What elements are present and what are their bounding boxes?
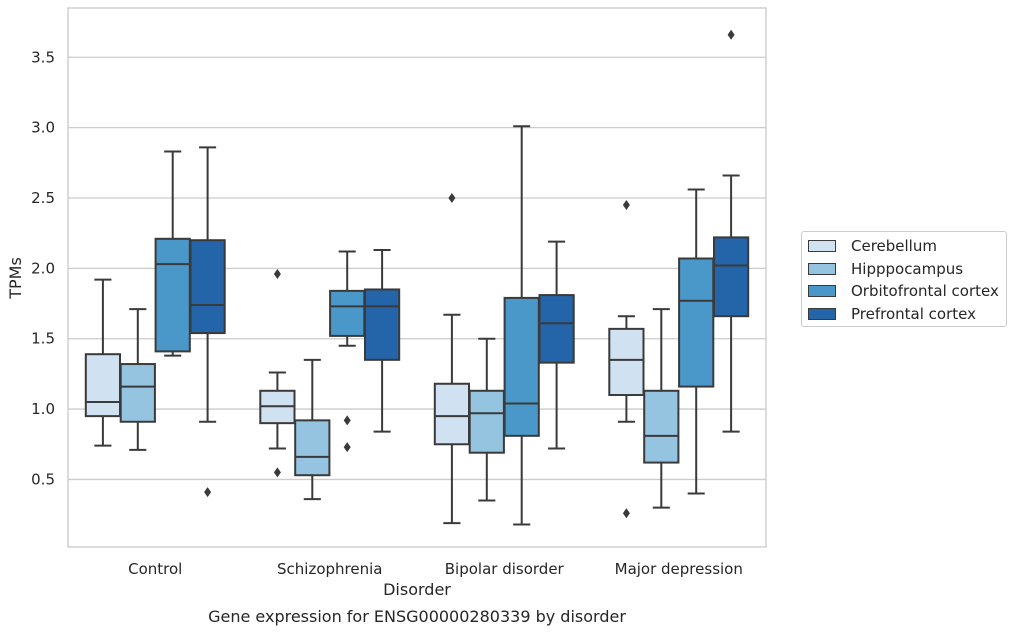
x-tick-label: Major depression [615, 560, 743, 578]
y-tick-label: 0.5 [31, 470, 55, 488]
x-axis-label: Disorder [383, 580, 451, 599]
outlier-point [204, 487, 212, 498]
box-cerebellum [259, 268, 296, 478]
outlier-point [622, 508, 630, 519]
legend-label: Prefrontal cortex [851, 304, 976, 323]
y-tick-label: 2.5 [31, 189, 55, 207]
box-orbitofrontal-cortex [329, 250, 366, 453]
x-tick-label: Bipolar disorder [445, 560, 565, 578]
box-iqr [84, 353, 122, 418]
box-orbitofrontal-cortex [503, 125, 540, 526]
x-tick-label: Control [128, 560, 182, 578]
box-iqr [712, 236, 750, 318]
x-tick-label: Schizophrenia [277, 560, 382, 578]
y-tick-label: 3.5 [31, 48, 55, 66]
box-hipppocampus [294, 358, 331, 501]
box-hipppocampus [119, 308, 156, 451]
y-tick-label: 3.0 [31, 119, 55, 137]
legend-swatch [808, 262, 836, 275]
outlier-point [622, 200, 630, 211]
y-tick-label: 1.0 [31, 400, 55, 418]
box-prefrontal-cortex [189, 146, 226, 498]
box-prefrontal-cortex [538, 240, 575, 450]
y-tick-label: 1.5 [31, 330, 55, 348]
legend-item-cerebellum[interactable]: Cerebellum [802, 235, 1006, 258]
box-iqr [363, 288, 401, 361]
box-hipppocampus [468, 337, 505, 502]
y-axis-ticks: 0.5 1.0 1.5 2.0 2.5 3.0 3.5 [31, 48, 55, 488]
outlier-point [273, 467, 281, 478]
y-tick-label: 2.0 [31, 259, 55, 277]
outlier-point [343, 415, 351, 426]
outlier-point [727, 29, 735, 40]
box-iqr [329, 289, 366, 337]
legend-item-hippocampus[interactable]: Hipppocampus [802, 258, 1006, 281]
chart-title: Gene expression for ENSG00000280339 by d… [208, 607, 626, 626]
box-iqr [119, 363, 156, 423]
box-prefrontal-cortex [363, 249, 401, 433]
box-iqr [294, 419, 331, 477]
legend-swatch [808, 307, 836, 320]
plot-frame [67, 7, 767, 548]
outlier-point [343, 442, 351, 453]
box-iqr [608, 327, 645, 397]
box-iqr [154, 237, 191, 353]
legend-label: Cerebellum [851, 237, 937, 256]
box-iqr [468, 389, 505, 454]
box-iqr [643, 389, 680, 464]
box-orbitofrontal-cortex [678, 188, 715, 495]
legend-label: Hipppocampus [851, 259, 964, 278]
legend: Cerebellum Hipppocampus Orbitofrontal co… [801, 231, 1007, 327]
box-hipppocampus [643, 308, 680, 509]
box-iqr [189, 239, 226, 335]
legend-item-orbitofrontal-cortex[interactable]: Orbitofrontal cortex [802, 280, 1006, 303]
box-cerebellum [84, 278, 122, 447]
box-iqr [433, 382, 471, 446]
box-plot-marks [84, 29, 750, 526]
box-cerebellum [608, 200, 645, 519]
box-prefrontal-cortex [712, 29, 750, 433]
outlier-point [448, 192, 456, 203]
y-axis-label: TPMs [6, 257, 25, 300]
outlier-point [273, 268, 281, 279]
x-axis-ticks: Control Schizophrenia Bipolar disorder Majo… [128, 560, 743, 578]
legend-item-prefrontal-cortex[interactable]: Prefrontal cortex [802, 303, 1006, 326]
box-iqr [538, 294, 575, 364]
legend-label: Orbitofrontal cortex [851, 282, 999, 301]
box-iqr [503, 296, 540, 437]
box-orbitofrontal-cortex [154, 150, 191, 357]
legend-swatch [808, 240, 836, 253]
box-cerebellum [433, 192, 471, 525]
legend-swatch [808, 285, 836, 298]
box-iqr [678, 257, 715, 388]
